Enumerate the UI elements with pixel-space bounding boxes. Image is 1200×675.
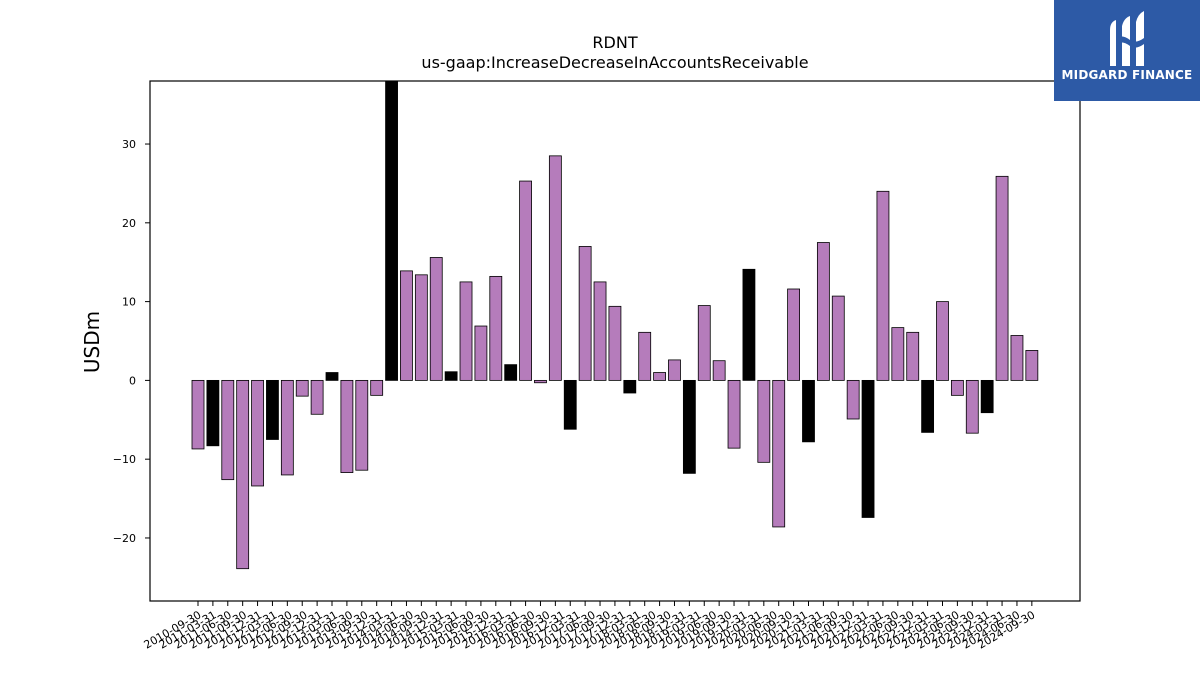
bar-2018-12-31 xyxy=(682,379,696,474)
bar-2011-06-30 xyxy=(236,379,250,570)
bar-2014-06-30 xyxy=(414,274,428,381)
bar-2022-09-30 xyxy=(906,331,920,381)
x-axis: 2010-09-302011-03-312011-06-302011-09-30… xyxy=(142,601,1037,652)
bar-2021-03-31 xyxy=(816,242,830,381)
y-axis-label: USDm xyxy=(80,311,104,373)
bar-2014-12-31 xyxy=(444,371,458,381)
bar-2012-03-31 xyxy=(280,379,294,476)
y-tick-label: 10 xyxy=(122,296,136,309)
bar-2014-03-31 xyxy=(400,270,413,381)
bar-2024-09-30 xyxy=(1025,350,1039,381)
bar-2018-09-30 xyxy=(668,359,681,381)
bar-2019-12-31 xyxy=(742,268,756,381)
bar-2023-09-30 xyxy=(965,379,979,434)
bar-2017-12-31 xyxy=(623,379,637,394)
bar-2019-03-31 xyxy=(697,305,711,381)
bar-2019-06-30 xyxy=(712,360,726,381)
bar-2024-06-30 xyxy=(1010,335,1024,381)
chart-subtitle: us-gaap:IncreaseDecreaseInAccountsReceiv… xyxy=(421,53,808,72)
y-tick-label: −10 xyxy=(113,453,136,466)
bar-2016-03-31 xyxy=(519,180,532,381)
bar-2017-09-30 xyxy=(608,305,622,381)
bar-2013-09-30 xyxy=(370,379,384,396)
bar-2016-12-31 xyxy=(563,379,577,430)
bar-2015-03-31 xyxy=(459,281,473,381)
bar-2015-06-30 xyxy=(474,325,488,381)
bar-2022-03-31 xyxy=(876,190,890,381)
y-tick-label: 0 xyxy=(129,374,136,387)
bar-2010-12-31 xyxy=(206,379,220,447)
bar-2015-12-31 xyxy=(504,364,518,381)
chart-title: RDNT xyxy=(592,33,637,52)
bar-2020-12-31 xyxy=(802,379,815,443)
bar-2016-06-30 xyxy=(534,379,547,384)
bar-2010-09-30 xyxy=(191,379,205,450)
bar-2020-06-30 xyxy=(772,379,786,528)
y-tick-label: −20 xyxy=(113,532,136,545)
bar-2013-03-31 xyxy=(340,379,354,473)
y-tick-label: 20 xyxy=(122,217,136,230)
midgard-m-logo-icon xyxy=(1110,11,1144,66)
bars-group xyxy=(191,80,1039,570)
brand-logo: MIDGARD FINANCE xyxy=(1054,0,1200,101)
bar-2018-03-31 xyxy=(638,331,652,381)
bar-2011-12-31 xyxy=(266,379,279,440)
bar-2019-09-30 xyxy=(727,379,741,449)
bar-2015-09-30 xyxy=(489,275,503,381)
y-tick-label: 30 xyxy=(122,138,136,151)
bar-2012-12-31 xyxy=(325,372,339,381)
bar-2017-03-31 xyxy=(578,246,592,381)
bar-2012-09-30 xyxy=(310,379,324,415)
bar-2012-06-30 xyxy=(295,379,309,397)
bar-2022-06-30 xyxy=(891,327,905,381)
bar-2016-09-30 xyxy=(548,155,562,381)
bar-2021-12-31 xyxy=(861,379,875,518)
bar-2013-12-31 xyxy=(385,80,398,381)
bar-2017-06-30 xyxy=(593,281,607,381)
bar-2013-06-30 xyxy=(355,379,369,471)
bar-2020-09-30 xyxy=(787,288,800,381)
y-axis: −20 −10 0 10 20 30 xyxy=(113,138,150,545)
bar-2021-06-30 xyxy=(831,295,845,381)
bar-2021-09-30 xyxy=(846,379,860,420)
bar-2014-09-30 xyxy=(429,257,443,381)
bar-2020-03-31 xyxy=(757,379,771,463)
brand-name: MIDGARD FINANCE xyxy=(1061,68,1193,82)
bar-2011-09-30 xyxy=(251,379,264,487)
bar-2023-12-31 xyxy=(980,379,994,414)
bar-2018-06-30 xyxy=(653,372,666,381)
plot-frame xyxy=(149,80,1081,602)
bar-2011-03-31 xyxy=(221,379,235,481)
bar-2023-03-31 xyxy=(936,301,949,381)
bar-2024-03-31 xyxy=(995,175,1009,381)
bar-2022-12-31 xyxy=(921,379,935,433)
bar-2023-06-30 xyxy=(950,379,964,396)
